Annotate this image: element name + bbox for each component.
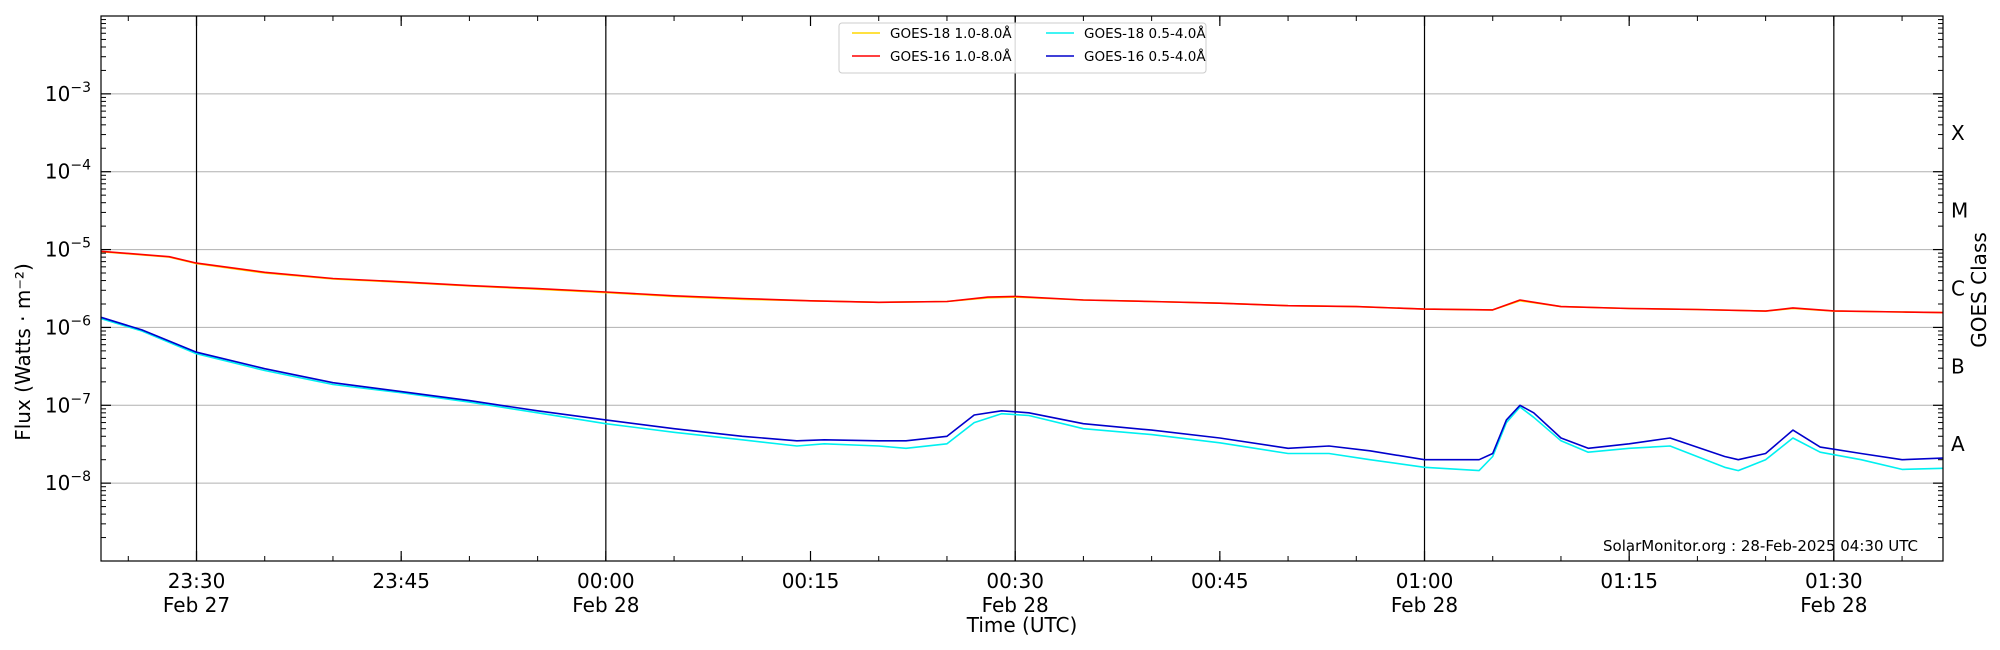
goes-class-label: C bbox=[1951, 277, 1965, 301]
x-tick-label-time: 01:00 bbox=[1396, 569, 1454, 593]
x-tick-label-time: 23:45 bbox=[372, 569, 430, 593]
grid-layer bbox=[101, 93, 1943, 484]
y-tick-label: 10−3 bbox=[45, 80, 91, 106]
goes-class-axis-label: GOES Class bbox=[1967, 232, 1991, 348]
x-tick-label-date: Feb 27 bbox=[163, 593, 230, 617]
x-tick-label-time: 00:45 bbox=[1191, 569, 1249, 593]
x-tick-label-time: 00:15 bbox=[782, 569, 840, 593]
series-line bbox=[100, 250, 1944, 314]
x-axis-label: Time (UTC) bbox=[966, 613, 1078, 637]
goes-class-label-layer: A B C M X bbox=[1951, 121, 1968, 456]
goes-class-label: A bbox=[1951, 432, 1965, 456]
x-tick-label-date: Feb 28 bbox=[572, 593, 639, 617]
legend-box bbox=[838, 22, 1207, 74]
goes-class-label: X bbox=[1951, 121, 1965, 145]
x-tick-label-time: 00:00 bbox=[577, 569, 635, 593]
credit-text: SolarMonitor.org : 28-Feb-2025 04:30 UTC bbox=[1603, 537, 1918, 555]
series-line bbox=[100, 317, 1944, 472]
goes-class-label: B bbox=[1951, 354, 1965, 378]
x-tick-label-time: 23:30 bbox=[168, 569, 226, 593]
legend-entry: GOES-18 0.5-4.0Å bbox=[1084, 25, 1206, 42]
y-tick-label: 10−6 bbox=[45, 313, 91, 339]
x-tick-label-time: 01:30 bbox=[1805, 569, 1863, 593]
y-axis-label: Flux (Watts · m⁻²) bbox=[11, 263, 35, 441]
y-tick-label: 10−5 bbox=[45, 236, 91, 262]
x-tick-label-date: Feb 28 bbox=[1391, 593, 1458, 617]
x-tick-label-date: Feb 28 bbox=[982, 593, 1049, 617]
y-tick-label: 10−7 bbox=[45, 391, 91, 417]
x-tick-label-time: 00:30 bbox=[986, 569, 1044, 593]
legend-entry: GOES-16 1.0-8.0Å bbox=[890, 48, 1012, 65]
legend-entry: GOES-16 0.5-4.0Å bbox=[1084, 48, 1206, 65]
y-tick-label: 10−4 bbox=[45, 158, 91, 184]
tick-layer bbox=[101, 16, 1943, 561]
y-tick-label: 10−8 bbox=[45, 469, 91, 495]
y-tick-label-layer: 10−8 10−7 10−6 10−5 10−4 10−3 bbox=[45, 80, 91, 495]
legend: GOES-18 1.0-8.0Å GOES-16 1.0-8.0Å GOES-18 … bbox=[838, 22, 1207, 74]
series-line bbox=[100, 316, 1944, 461]
x-tick-label-date: Feb 28 bbox=[1800, 593, 1867, 617]
series-layer bbox=[100, 250, 1944, 472]
x-tick-label-time: 01:15 bbox=[1600, 569, 1658, 593]
plot-frame bbox=[100, 15, 1944, 562]
legend-entry: GOES-18 1.0-8.0Å bbox=[890, 25, 1012, 42]
vertical-line-layer bbox=[195, 16, 1835, 561]
goes-class-label: M bbox=[1951, 199, 1968, 223]
